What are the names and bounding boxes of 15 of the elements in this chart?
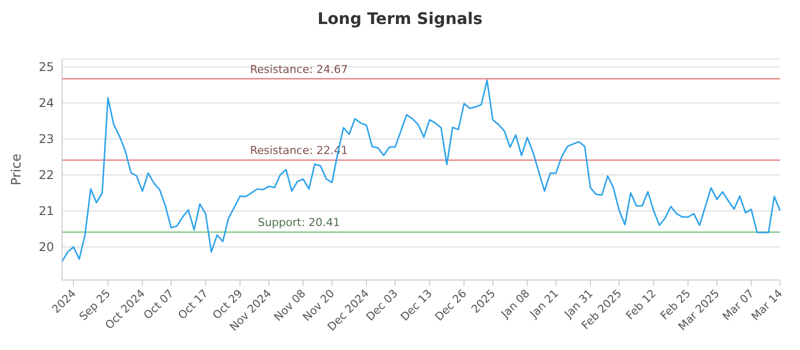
ref-line-label: Support: 20.41 [258, 216, 340, 230]
y-tick-label: 23 [38, 132, 54, 146]
x-tick-label: Dec 13 [398, 286, 435, 324]
y-tick-label: 24 [38, 96, 54, 110]
line-series [61, 79, 781, 262]
x-tick-label: Oct 17 [176, 286, 211, 322]
y-axis-title: Price [10, 154, 25, 186]
chart-title: Long Term Signals [316, 8, 484, 30]
y-tick-label: 20 [38, 240, 54, 254]
ref-line-label: Resistance: 24.67 [250, 62, 348, 76]
y-tick-label: 25 [38, 60, 54, 74]
x-tick-label: Dec 26 [432, 286, 470, 324]
x-tick-label: Feb 12 [623, 286, 659, 322]
y-tick-label: 22 [38, 168, 54, 182]
y-tick-label: 21 [38, 204, 54, 218]
